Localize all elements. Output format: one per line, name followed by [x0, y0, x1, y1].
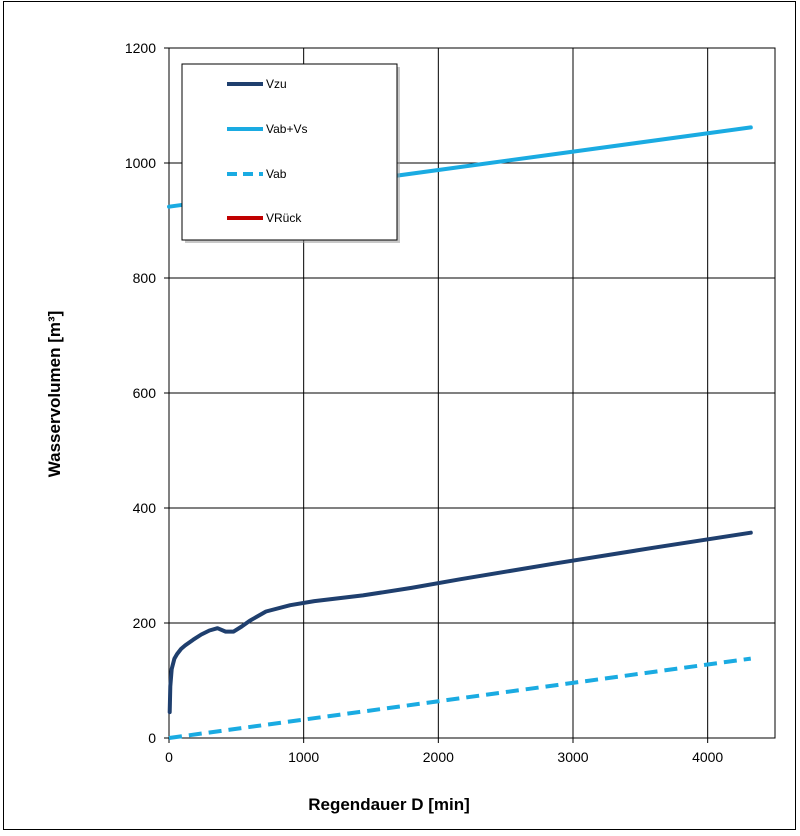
chart-frame: 0 1000 2000 3000 4000 0 200 400 600 800 1000 1200 R… — [3, 1, 796, 830]
legend: Vzu Vab+Vs Vab VRück — [181, 63, 400, 243]
legend-label: Vzu — [266, 77, 287, 91]
x-tick-label: 2000 — [423, 749, 454, 765]
y-tick-label: 400 — [133, 500, 157, 516]
y-tick-label: 0 — [148, 730, 156, 746]
legend-items: Vzu Vab+Vs Vab VRück — [227, 77, 307, 225]
x-tick-label: 1000 — [288, 749, 319, 765]
x-tick-label: 0 — [165, 749, 173, 765]
y-tick-label: 200 — [133, 615, 157, 631]
y-axis-title: Wasservolumen [m³] — [45, 311, 64, 478]
y-tick-label: 600 — [133, 385, 157, 401]
tick-layer: 0 1000 2000 3000 4000 0 200 400 600 800 1000 1200 — [125, 40, 724, 765]
series-line-vab — [168, 656, 752, 740]
x-axis-title: Regendauer D [min] — [308, 795, 470, 814]
legend-label: VRück — [266, 211, 302, 225]
legend-label: Vab — [266, 167, 287, 181]
y-tick-label: 800 — [133, 270, 157, 286]
legend-box — [181, 63, 398, 241]
y-tick-label: 1200 — [125, 40, 156, 56]
y-tick-label: 1000 — [125, 155, 156, 171]
x-tick-label: 3000 — [557, 749, 588, 765]
series-line-vzu — [167, 530, 753, 715]
x-tick-label: 4000 — [692, 749, 723, 765]
legend-label: Vab+Vs — [266, 122, 307, 136]
chart-svg: 0 1000 2000 3000 4000 0 200 400 600 800 1000 1200 R… — [45, 40, 776, 814]
